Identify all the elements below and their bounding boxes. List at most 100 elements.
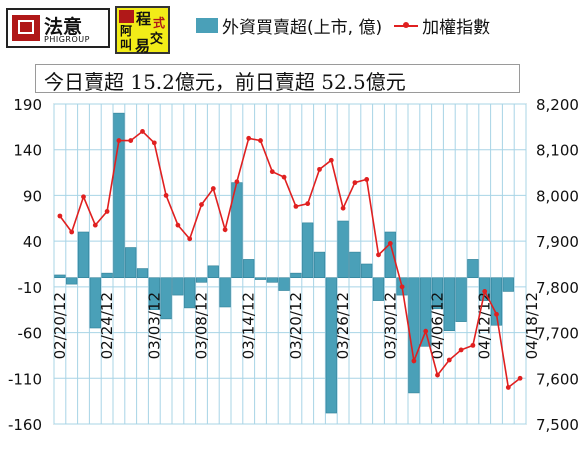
index-point	[482, 289, 488, 294]
y-right-tick-label: 7,500	[536, 416, 579, 434]
index-point	[104, 209, 110, 214]
summary-text: 今日賣超 15.2億元，前日賣超 52.5億元	[44, 70, 406, 94]
bar	[313, 251, 326, 279]
index-point	[517, 375, 523, 381]
x-tick-label: 02/24/12	[98, 292, 116, 359]
index-point	[199, 202, 204, 207]
index-point	[328, 157, 334, 163]
x-tick-label: 03/14/12	[240, 292, 258, 359]
index-point	[116, 138, 122, 143]
y-left-tick-label: 40	[23, 233, 42, 251]
y-left-tick-label: 140	[13, 142, 42, 160]
bar	[431, 277, 444, 310]
x-tick-label: 02/20/12	[51, 292, 69, 359]
index-point	[151, 140, 157, 146]
bar	[325, 277, 337, 414]
index-point	[269, 169, 275, 175]
bar	[243, 259, 255, 279]
index-point	[140, 129, 145, 134]
phigroup-logo-sub: PHIGROUP	[44, 35, 90, 44]
bar	[384, 231, 396, 279]
x-tick-label: 04/18/12	[523, 292, 541, 359]
index-point	[57, 213, 63, 219]
bar	[195, 277, 208, 283]
index-line	[59, 130, 521, 389]
y-left-tick-label: -10	[18, 279, 43, 297]
index-point	[376, 252, 381, 258]
bar	[160, 277, 172, 320]
x-tick-label: 04/06/12	[429, 292, 447, 359]
bar	[420, 277, 432, 347]
logo-char-6: 叫	[120, 38, 133, 52]
x-tick-label: 03/08/12	[193, 292, 211, 359]
legend-line-label: 加權指數	[422, 17, 491, 38]
phigroup-logo-mark-inner	[18, 20, 34, 34]
y-right-tick-label: 7,600	[536, 370, 579, 388]
index-point	[281, 174, 287, 180]
bar	[148, 277, 160, 311]
x-tick-label: 03/26/12	[334, 292, 352, 359]
bar	[219, 277, 231, 308]
bar	[54, 274, 66, 279]
bar	[502, 277, 514, 292]
y-left-tick-label: -160	[8, 416, 42, 434]
logo-char-2: 式	[153, 16, 166, 30]
bar	[490, 277, 503, 326]
index-point	[505, 385, 511, 390]
bar	[361, 263, 373, 279]
bar	[66, 277, 78, 285]
index-point	[92, 222, 98, 228]
y-left-tick-label: -60	[18, 325, 43, 343]
index-point	[494, 311, 499, 317]
bar	[89, 277, 101, 329]
y-right-tick-label: 8,100	[536, 142, 579, 160]
index-point	[222, 227, 228, 233]
y-left-tick-label: -110	[8, 370, 42, 388]
bar	[125, 247, 137, 279]
bar	[101, 272, 113, 279]
x-tick-label: 03/30/12	[381, 292, 399, 359]
index-point	[187, 236, 193, 242]
index-point	[399, 284, 405, 290]
legend-line-swatch	[394, 18, 419, 33]
bar	[254, 277, 267, 280]
index-point	[387, 241, 393, 246]
index-point	[258, 138, 263, 143]
bar	[278, 277, 290, 291]
index-point	[81, 194, 86, 200]
phigroup-logo: 法意 PHIGROUP	[6, 8, 110, 48]
legend-bar-swatch	[196, 17, 218, 33]
legend-bar-label: 外資買賣超(上市, 億)	[222, 17, 383, 38]
y-left-tick-label: 90	[23, 187, 42, 205]
y-right-tick-label: 7,900	[536, 233, 579, 251]
index-point	[305, 201, 311, 207]
bar	[372, 277, 385, 301]
bar	[290, 272, 302, 279]
index-point	[411, 358, 417, 364]
program-trading-logo: 程 式 交 易 阿 叫	[115, 6, 170, 55]
index-point	[210, 186, 216, 191]
bar	[136, 268, 149, 279]
index-point	[234, 179, 240, 185]
y-right-tick-label: 7,700	[536, 325, 579, 343]
y-left-tick-label: 190	[13, 96, 42, 114]
logo-char-1: 程	[136, 10, 152, 28]
phigroup-logo-mark	[12, 15, 40, 41]
index-point	[340, 205, 346, 211]
index-point	[175, 222, 181, 228]
summary-box: 今日賣超 15.2億元，前日賣超 52.5億元	[35, 64, 520, 94]
chart-legend: 外資買賣超(上市, 億) 加權指數	[196, 12, 490, 38]
index-point	[470, 342, 476, 348]
bar	[266, 277, 278, 283]
index-point	[446, 357, 452, 363]
y-right-tick-label: 8,000	[536, 187, 579, 205]
index-point	[458, 347, 464, 353]
bar	[455, 277, 467, 322]
index-point	[317, 166, 322, 172]
index-point	[352, 180, 358, 186]
phigroup-logo-text: 法意	[44, 16, 83, 38]
bar	[467, 259, 479, 279]
bar	[184, 277, 196, 309]
bar	[349, 251, 361, 279]
